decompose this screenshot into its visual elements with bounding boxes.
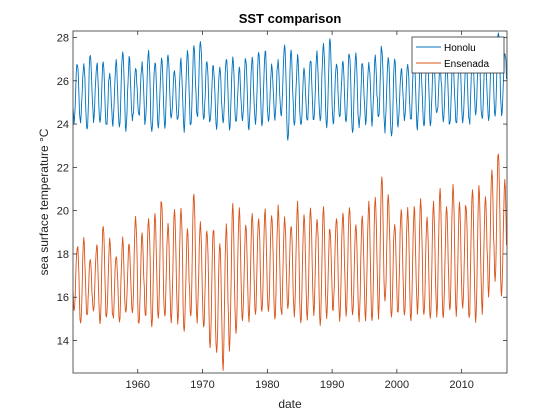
x-tick-label: 1990 bbox=[320, 379, 344, 391]
x-tick-label: 1960 bbox=[126, 379, 150, 391]
y-axis-label: sea surface temperature °C bbox=[37, 128, 51, 275]
y-tick-label: 16 bbox=[57, 292, 69, 304]
x-tick-label: 1970 bbox=[190, 379, 214, 391]
legend-label-ensenada: Ensenada bbox=[444, 59, 489, 70]
legend-label-honolu: Honolu bbox=[444, 43, 476, 54]
y-tick-label: 14 bbox=[57, 336, 69, 348]
chart-title: SST comparison bbox=[239, 11, 342, 26]
y-tick-label: 24 bbox=[57, 119, 69, 131]
plot-axes-box bbox=[72, 30, 508, 374]
x-tick-label: 2000 bbox=[385, 379, 409, 391]
legend: Honolu Ensenada bbox=[411, 36, 505, 74]
x-axis-label: date bbox=[278, 397, 302, 411]
x-axis: 1960 1970 1980 1990 2000 2010 bbox=[126, 31, 474, 391]
y-tick-label: 26 bbox=[57, 76, 69, 88]
x-tick-label: 2010 bbox=[449, 379, 473, 391]
x-tick-label: 1980 bbox=[255, 379, 279, 391]
y-tick-label: 22 bbox=[57, 162, 69, 174]
y-tick-label: 20 bbox=[57, 206, 69, 218]
y-tick-label: 28 bbox=[57, 32, 69, 44]
y-tick-label: 18 bbox=[57, 249, 69, 261]
legend-box bbox=[411, 36, 505, 74]
series-line-ensenada bbox=[73, 153, 507, 372]
y-axis: 14 16 18 20 22 24 26 28 bbox=[57, 32, 507, 348]
